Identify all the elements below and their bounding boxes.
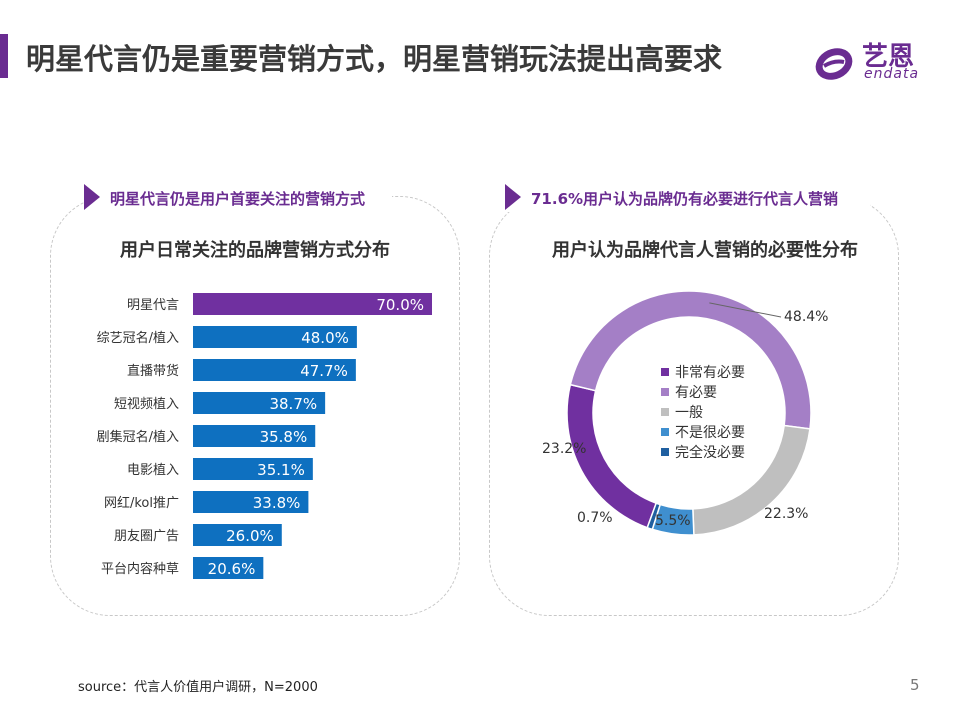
- data-label: 47.7%: [300, 362, 348, 380]
- source-note: source：代言人价值用户调研，N=2000: [78, 680, 318, 695]
- bar: [193, 524, 282, 546]
- right-panel-tag-text: 71.6%用户认为品牌仍有必要进行代言人营销: [531, 190, 839, 208]
- data-label: 33.8%: [253, 494, 301, 512]
- legend-label: 非常有必要: [675, 365, 745, 381]
- data-label: 0.7%: [577, 510, 613, 526]
- data-label: 70.0%: [376, 296, 424, 314]
- category-label: 明星代言: [127, 298, 179, 313]
- logo-chinese-text: 艺恩: [862, 42, 915, 72]
- bar: [193, 425, 316, 447]
- data-label: 26.0%: [226, 527, 274, 545]
- legend-swatch: [661, 448, 669, 456]
- category-label: 朋友圈广告: [114, 528, 179, 544]
- bar: [193, 392, 326, 414]
- leader-line: [709, 302, 782, 318]
- data-label: 48.0%: [301, 329, 349, 347]
- category-label: 直播带货: [127, 363, 179, 379]
- data-label: 5.5%: [655, 513, 691, 529]
- bar: [193, 557, 264, 579]
- category-label: 网红/kol推广: [104, 495, 179, 511]
- right-panel-tag: 71.6%用户认为品牌仍有必要进行代言人营销: [505, 182, 870, 212]
- bar: [193, 293, 432, 315]
- donut-slice: [569, 290, 812, 430]
- category-label: 剧集冠名/植入: [97, 429, 179, 445]
- data-label: 22.3%: [764, 506, 808, 522]
- data-label: 48.4%: [784, 309, 828, 325]
- category-label: 平台内容种草: [101, 561, 179, 577]
- left-panel-tag: 明星代言仍是用户首要关注的营销方式: [84, 182, 392, 212]
- legend-swatch: [661, 428, 669, 436]
- left-panel-tag-text: 明星代言仍是用户首要关注的营销方式: [110, 190, 366, 208]
- data-label: 35.8%: [260, 428, 308, 446]
- legend-swatch: [661, 368, 669, 376]
- donut-slice: [646, 502, 662, 531]
- donut-chart-title: 用户认为品牌代言人营销的必要性分布: [552, 240, 858, 261]
- tag-triangle-icon: [84, 184, 100, 210]
- data-label: 23.2%: [542, 441, 586, 457]
- data-label: 35.1%: [257, 461, 305, 479]
- bar: [193, 491, 309, 513]
- endata-logo-icon: [815, 48, 853, 80]
- data-label: 20.6%: [208, 560, 256, 578]
- tag-triangle-icon: [505, 184, 521, 210]
- legend-swatch: [661, 408, 669, 416]
- legend-swatch: [661, 388, 669, 396]
- legend-label: 一般: [675, 405, 703, 421]
- donut-chart: 23.2% 48.4% 22.3% 5.5% 0.7% 非常有必要有必要一般不是很必要完全…: [542, 290, 828, 536]
- page-title: 明星代言仍是重要营销方式，明星营销玩法提出高要求: [26, 42, 723, 76]
- bar: [193, 359, 356, 381]
- brand-logo: 艺恩 endata: [812, 38, 932, 88]
- title-accent-bar: [0, 34, 8, 78]
- page-number: 5: [910, 676, 920, 694]
- category-label: 短视频植入: [114, 397, 179, 412]
- bar-chart: 明星代言 70.0% 综艺冠名/植入 48.0% 直播带货 47.7% 短视频植入 38.7%…: [97, 293, 432, 579]
- category-label: 综艺冠名/植入: [97, 330, 179, 346]
- logo-english-text: endata: [864, 66, 920, 82]
- legend-label: 有必要: [675, 385, 717, 401]
- legend-label: 完全没必要: [675, 444, 745, 461]
- bar: [193, 326, 357, 348]
- category-label: 电影植入: [127, 463, 179, 478]
- data-label: 38.7%: [269, 395, 317, 413]
- bar-chart-title: 用户日常关注的品牌营销方式分布: [120, 240, 390, 261]
- bar: [193, 458, 313, 480]
- legend-label: 不是很必要: [675, 425, 745, 441]
